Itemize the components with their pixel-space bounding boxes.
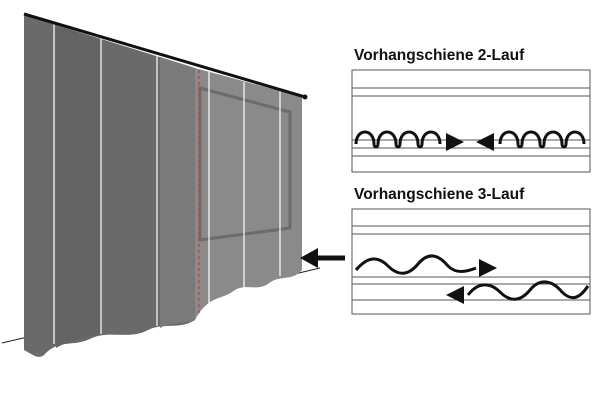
- arrow-left-icon: [476, 133, 494, 151]
- arrow-left-icon: [300, 248, 345, 268]
- curtain-wave-lower: [466, 280, 590, 301]
- arrow-right-icon: [446, 133, 464, 151]
- panel-title: Vorhangschiene 2-Lauf: [354, 47, 525, 64]
- window-sill: [199, 227, 291, 241]
- arrow-left-icon: [446, 286, 464, 304]
- panel-2-lauf: Vorhangschiene 2-Lauf: [351, 47, 591, 173]
- panel-title: Vorhangschiene 3-Lauf: [354, 186, 525, 203]
- curtain-sheer: [195, 68, 302, 320]
- curtain-illustration: [1, 12, 321, 357]
- curtain-wave-left: [354, 130, 442, 149]
- curtain-wave-upper: [354, 254, 477, 275]
- curtain-wave-right: [498, 130, 586, 149]
- curtain-seams: [53, 24, 281, 344]
- panel-3-lauf: Vorhangschiene 3-Lauf: [351, 186, 591, 315]
- curtain-shade: [160, 57, 195, 328]
- arrow-right-icon: [479, 259, 497, 277]
- curtain-shade: [56, 25, 100, 348]
- panel-frame: [351, 208, 591, 315]
- rail-end-cap: [302, 94, 308, 100]
- panel-frame: [351, 69, 591, 173]
- curtain-rail: [23, 12, 306, 99]
